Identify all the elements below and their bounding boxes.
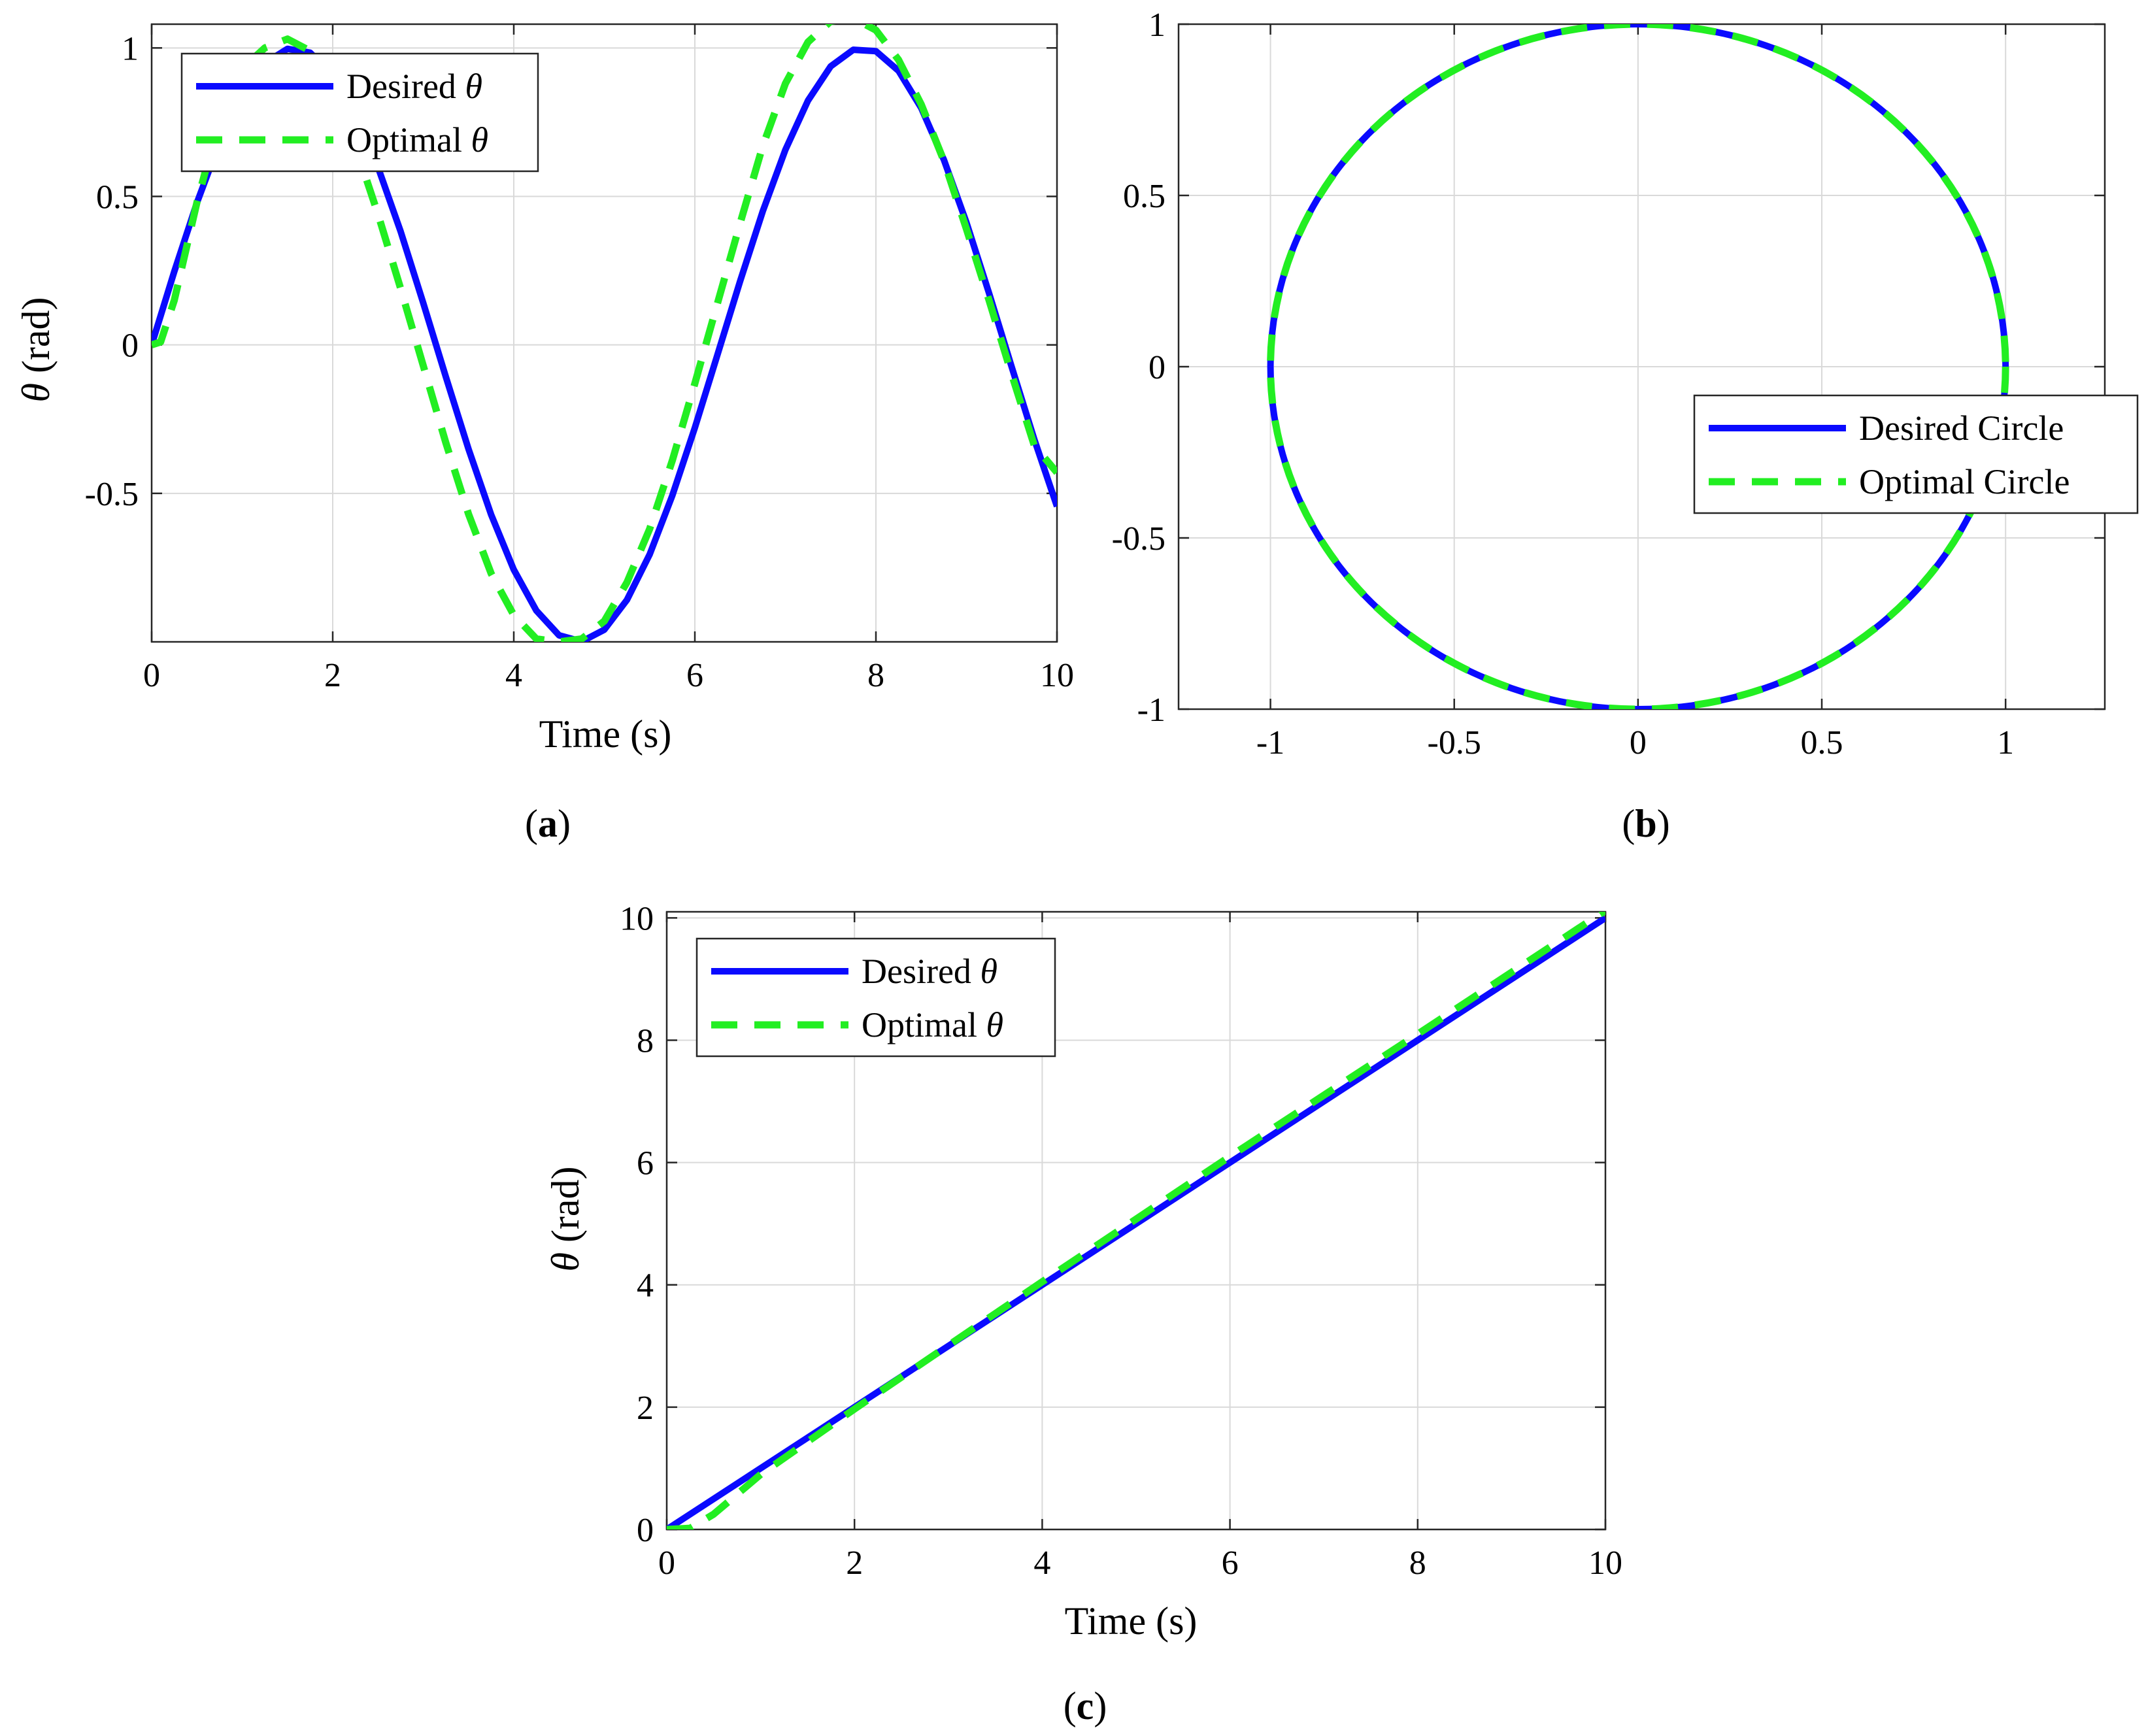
chart-a-xtick-label-1: 2	[324, 657, 341, 694]
chart-a-series-solid	[152, 45, 1057, 642]
chart-b-legend-label-solid: Desired Circle	[1859, 409, 2064, 448]
chart-a-ytick-label-0: -0.5	[85, 476, 139, 513]
chart-a-legend-label-dashed: Optimal θ	[346, 120, 488, 159]
chart-a-legend: Desired θ Optimal θ	[180, 52, 539, 173]
chart-a-xtick-label-0: 0	[143, 657, 160, 694]
chart-c-xtick-label-4: 8	[1409, 1544, 1426, 1582]
chart-c-ytick-label-2: 4	[637, 1267, 654, 1305]
chart-a-series-dashed	[152, 24, 1057, 642]
chart-c-plot-area	[667, 912, 1605, 1529]
chart-a-plot-area	[152, 24, 1057, 642]
chart-b-ytick-label-0: -1	[1137, 692, 1165, 729]
chart-c-xtick-label-1: 2	[846, 1544, 863, 1582]
chart-a-ytick-label-2: 0.5	[96, 179, 139, 216]
chart-a: Time (s) θ (rad) (a) 0 2 4 6 8 10 -0.5 0 0.5 1 Des…	[14, 23, 1074, 845]
chart-c-ytick-label-3: 6	[637, 1145, 654, 1182]
chart-c-xtick-label-3: 6	[1222, 1544, 1239, 1582]
chart-c-ytick-label-4: 8	[637, 1022, 654, 1060]
chart-c-legend-label-solid: Desired θ	[862, 952, 998, 991]
chart-a-legend-label-solid: Desired θ	[346, 67, 482, 106]
chart-a-xlabel: Time (s)	[539, 712, 672, 756]
chart-c-caption: (c)	[1064, 1684, 1107, 1728]
chart-c-xtick-label-2: 4	[1033, 1544, 1050, 1582]
chart-c-ylabel: θ (rad)	[544, 1166, 587, 1271]
chart-c: Time (s) θ (rad) (c) 0 2 4 6 8 10 0 2 4 6 8 10 Desir…	[544, 900, 1622, 1728]
chart-a-xtick-label-4: 8	[867, 657, 884, 694]
chart-c-frame	[665, 910, 1607, 1531]
chart-b-plot-area	[1267, 24, 2009, 709]
chart-b-series-dashed	[1267, 24, 2009, 709]
chart-b-legend-box	[1693, 394, 2139, 514]
chart-c-ytick-label-1: 2	[637, 1390, 654, 1427]
chart-c-ytick-label-0: 0	[637, 1512, 654, 1549]
chart-c-series-dashed	[667, 912, 1605, 1529]
chart-a-frame	[150, 23, 1058, 643]
chart-b-ytick-label-2: 0	[1148, 349, 1165, 386]
chart-b-xtick-label-2: 0	[1630, 724, 1647, 761]
chart-c-legend-box	[696, 937, 1056, 1058]
chart-c-ytick-label-5: 10	[620, 900, 654, 937]
chart-a-caption: (a)	[525, 802, 571, 845]
chart-a-xtick-label-5: 10	[1040, 657, 1074, 694]
chart-c-xlabel: Time (s)	[1065, 1599, 1198, 1643]
chart-a-xtick-label-3: 6	[686, 657, 703, 694]
chart-b-xtick-label-4: 1	[1997, 724, 2014, 761]
chart-c-xtick-label-0: 0	[658, 1544, 675, 1582]
chart-b-caption: (b)	[1622, 802, 1669, 845]
chart-a-legend-box	[180, 52, 539, 173]
chart-b-ytick-label-4: 1	[1148, 7, 1165, 44]
chart-a-ylabel: θ (rad)	[14, 297, 58, 402]
chart-a-ytick-label-3: 1	[122, 30, 139, 67]
chart-c-legend: Desired θ Optimal θ	[696, 937, 1056, 1058]
chart-b-legend: Desired Circle Optimal Circle	[1693, 394, 2139, 514]
chart-b-legend-label-dashed: Optimal Circle	[1859, 462, 2070, 501]
chart-b-xtick-label-0: -1	[1256, 724, 1284, 761]
chart-c-legend-label-dashed: Optimal θ	[862, 1005, 1003, 1044]
chart-a-ytick-label-1: 0	[122, 327, 139, 365]
chart-b-ytick-label-3: 0.5	[1123, 178, 1165, 215]
chart-a-xtick-label-2: 4	[505, 657, 522, 694]
chart-b-xtick-label-1: -0.5	[1428, 724, 1481, 761]
chart-c-xtick-label-5: 10	[1588, 1544, 1622, 1582]
chart-b-xtick-label-3: 0.5	[1801, 724, 1843, 761]
chart-b: (b) -1 -0.5 0 0.5 1 -1 -0.5 0 0.5 1 Desired Circle…	[1112, 7, 2139, 845]
chart-b-ytick-label-1: -0.5	[1112, 520, 1165, 558]
